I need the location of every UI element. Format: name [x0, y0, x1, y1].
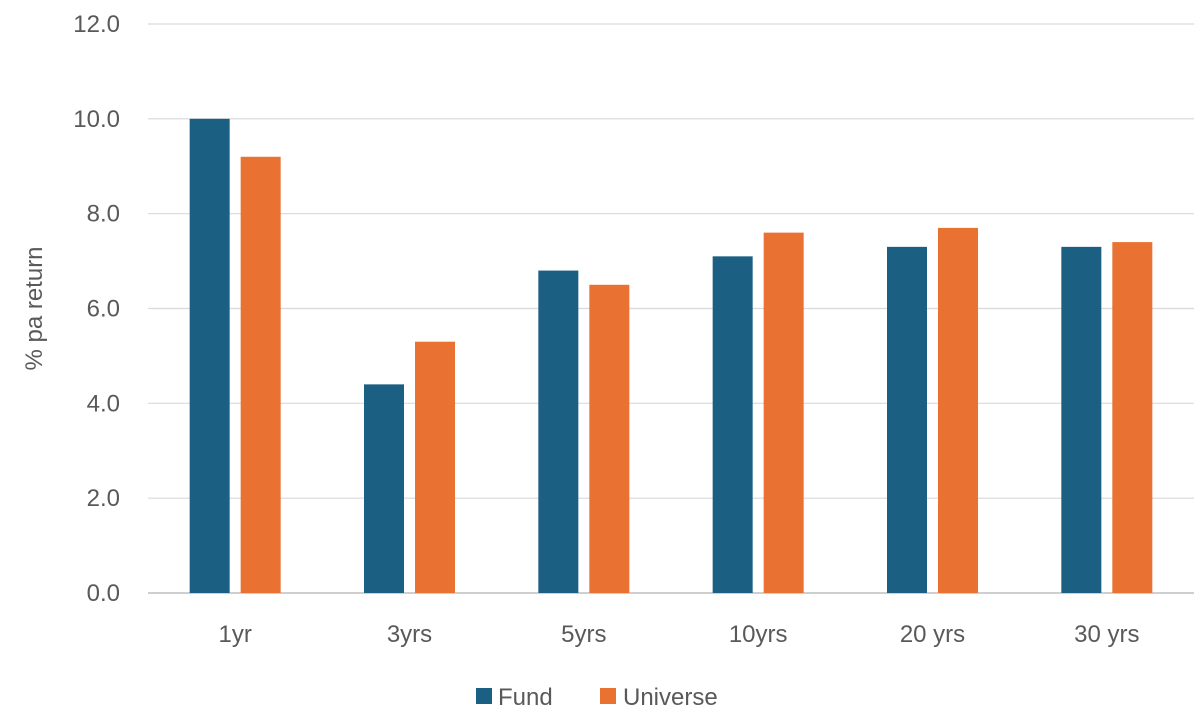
x-tick-label: 30 yrs — [1074, 621, 1139, 648]
bar-universe-30yrs — [1112, 242, 1153, 593]
bar-fund-10yrs — [712, 256, 753, 593]
gridlines — [148, 23, 1194, 594]
bar-universe-10yrs — [763, 232, 804, 593]
x-tick-label: 20 yrs — [900, 621, 965, 648]
bar-universe-20yrs — [938, 227, 978, 593]
x-tick-label: 3yrs — [387, 621, 432, 648]
legend-label-fund: Fund — [498, 684, 553, 711]
y-tick-label: 2.0 — [87, 485, 120, 512]
legend: Fund Universe — [476, 684, 718, 711]
bar-fund-30yrs — [1061, 246, 1102, 593]
bar-fund-1yr — [189, 118, 230, 593]
bar-fund-20yrs — [887, 246, 927, 593]
bar-fund-5yrs — [538, 270, 579, 593]
x-tick-label: 10yrs — [729, 621, 788, 648]
y-axis-label: % pa return — [21, 246, 48, 370]
bar-universe-5yrs — [589, 284, 630, 593]
x-axis-ticks: 1yr 3yrs 5yrs 10yrs 20 yrs 30 yrs — [218, 621, 1139, 648]
legend-label-universe: Universe — [623, 684, 718, 711]
legend-swatch-universe — [600, 688, 616, 704]
bar-universe-1yr — [240, 156, 281, 593]
bars — [189, 118, 1153, 593]
y-tick-label: 8.0 — [87, 201, 120, 228]
bar-fund-3yrs — [364, 384, 404, 593]
bar-universe-3yrs — [415, 341, 455, 593]
x-tick-label: 1yr — [218, 621, 251, 648]
x-tick-label: 5yrs — [561, 621, 606, 648]
y-tick-label: 6.0 — [87, 296, 120, 323]
y-tick-label: 0.0 — [87, 580, 120, 607]
y-tick-label: 4.0 — [87, 390, 120, 417]
y-axis-ticks: 0.0 2.0 4.0 6.0 8.0 10.0 12.0 — [73, 11, 120, 607]
legend-swatch-fund — [476, 688, 492, 704]
y-tick-label: 12.0 — [73, 11, 120, 38]
y-tick-label: 10.0 — [73, 106, 120, 133]
